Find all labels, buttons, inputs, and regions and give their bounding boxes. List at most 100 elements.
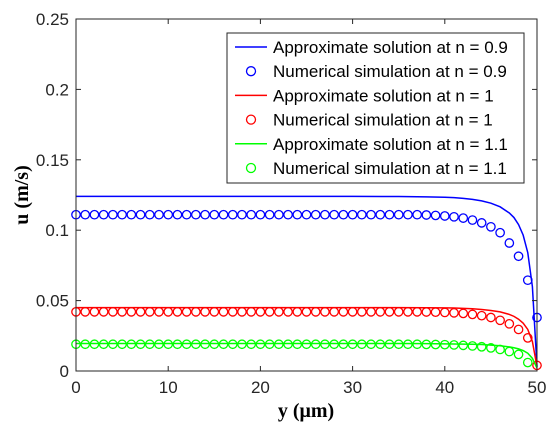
data-point — [403, 339, 413, 350]
data-point — [163, 209, 174, 220]
data-point — [172, 209, 183, 220]
data-point — [218, 209, 229, 220]
data-point — [356, 209, 367, 220]
data-point — [255, 307, 266, 317]
data-point — [421, 339, 432, 350]
x-tick-label: 10 — [159, 378, 178, 397]
series-line-4 — [76, 342, 538, 369]
data-point — [366, 307, 376, 317]
legend-label: Approximate solution at n = 0.9 — [273, 38, 508, 57]
series-markers-5 — [71, 339, 533, 368]
data-point — [338, 339, 349, 350]
data-point — [144, 307, 155, 317]
data-point — [412, 209, 422, 220]
data-point — [467, 341, 478, 351]
data-point — [522, 357, 533, 368]
data-point — [172, 307, 183, 317]
data-point — [209, 209, 220, 220]
data-point — [126, 339, 137, 350]
data-point — [384, 339, 395, 350]
data-point — [495, 344, 505, 355]
data-point — [522, 333, 533, 343]
data-point — [449, 340, 459, 350]
data-point — [273, 339, 284, 350]
data-point — [421, 210, 432, 220]
data-point — [301, 307, 312, 317]
data-point — [458, 308, 469, 319]
legend: Approximate solution at n = 0.9 Numerical… — [226, 32, 525, 184]
y-tick-label: 0.15 — [36, 151, 69, 170]
data-point — [513, 349, 524, 360]
y-tick-label: 0.1 — [45, 221, 69, 240]
data-point — [181, 307, 192, 317]
data-point — [412, 339, 422, 350]
x-tick-label: 40 — [435, 378, 454, 397]
data-point — [273, 209, 284, 220]
data-point — [237, 307, 247, 317]
data-point — [227, 209, 238, 220]
data-point — [393, 307, 404, 317]
legend-label: Numerical simulation at n = 0.9 — [273, 62, 507, 81]
legend-item: Numerical simulation at n = 1.1 — [245, 159, 507, 178]
data-point — [237, 339, 247, 350]
data-point — [126, 209, 137, 220]
data-point — [246, 339, 257, 350]
data-point — [403, 209, 413, 220]
y-axis-label: u (m/s) — [11, 165, 33, 224]
data-point — [218, 307, 229, 317]
x-tick-label: 0 — [71, 378, 80, 397]
data-point — [181, 209, 192, 220]
data-point — [246, 209, 257, 220]
data-point — [255, 339, 266, 350]
data-point — [513, 324, 524, 335]
data-point — [154, 339, 164, 350]
data-point — [393, 339, 404, 350]
data-point — [310, 307, 321, 317]
data-point — [200, 339, 210, 350]
legend-swatch-marker — [245, 66, 257, 77]
data-point — [218, 339, 229, 350]
y-tick-label: 0.2 — [45, 80, 69, 99]
legend-label: Approximate solution at n = 1 — [273, 86, 494, 105]
data-point — [135, 307, 146, 317]
data-point — [301, 339, 312, 350]
data-point — [522, 275, 533, 286]
data-point — [375, 307, 386, 317]
data-point — [421, 307, 432, 317]
y-tick-label: 0.25 — [36, 10, 69, 29]
data-point — [117, 307, 127, 317]
data-point — [154, 209, 164, 220]
axes — [75, 18, 538, 372]
data-point — [366, 339, 376, 350]
data-point — [329, 209, 340, 220]
data-layer — [71, 195, 542, 371]
data-point — [200, 209, 210, 220]
data-point — [191, 339, 201, 350]
data-point — [320, 209, 330, 220]
data-point — [89, 209, 100, 220]
data-point — [320, 339, 330, 350]
data-point — [98, 339, 109, 350]
data-point — [412, 307, 422, 317]
data-point — [458, 213, 469, 223]
legend-label: Approximate solution at n = 1.1 — [273, 135, 508, 154]
data-point — [264, 339, 275, 350]
data-point — [191, 307, 201, 317]
data-point — [430, 339, 441, 350]
data-point — [89, 307, 100, 317]
data-point — [255, 209, 266, 220]
ticks: 0 10 20 30 40 50 0 0.05 0.1 0.15 0.2 0.25 — [36, 10, 547, 397]
legend-item: Approximate solution at n = 1 — [235, 86, 494, 105]
series-markers-1 — [71, 209, 542, 323]
data-point — [126, 307, 137, 317]
data-point — [476, 310, 487, 321]
legend-label: Numerical simulation at n = 1 — [273, 111, 493, 130]
data-point — [356, 307, 367, 317]
data-point — [292, 307, 303, 317]
data-point — [273, 307, 284, 317]
series-line-0 — [76, 195, 538, 367]
data-point — [292, 209, 303, 220]
data-point — [486, 343, 496, 353]
legend-label: Numerical simulation at n = 1.1 — [273, 159, 507, 178]
data-point — [449, 307, 459, 318]
